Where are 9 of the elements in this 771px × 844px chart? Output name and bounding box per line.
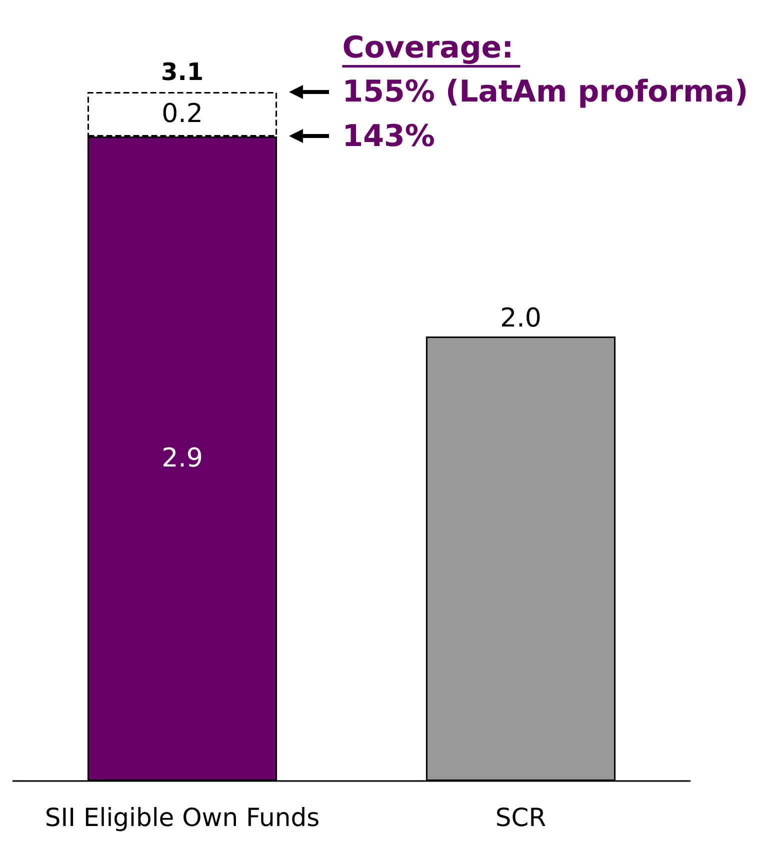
x-tick-label: SCR [495,803,546,832]
x-tick-label: SII Eligible Own Funds [44,803,320,832]
annotation: 155% (LatAm proforma) [342,74,748,110]
data-label: 0.2 [162,99,203,130]
text: Coverage: [342,30,514,66]
data-label: 2.9 [162,444,203,474]
data-label: 2.0 [500,303,542,334]
annotation: 143% [342,118,435,154]
total-label: 3.1 [160,58,204,86]
